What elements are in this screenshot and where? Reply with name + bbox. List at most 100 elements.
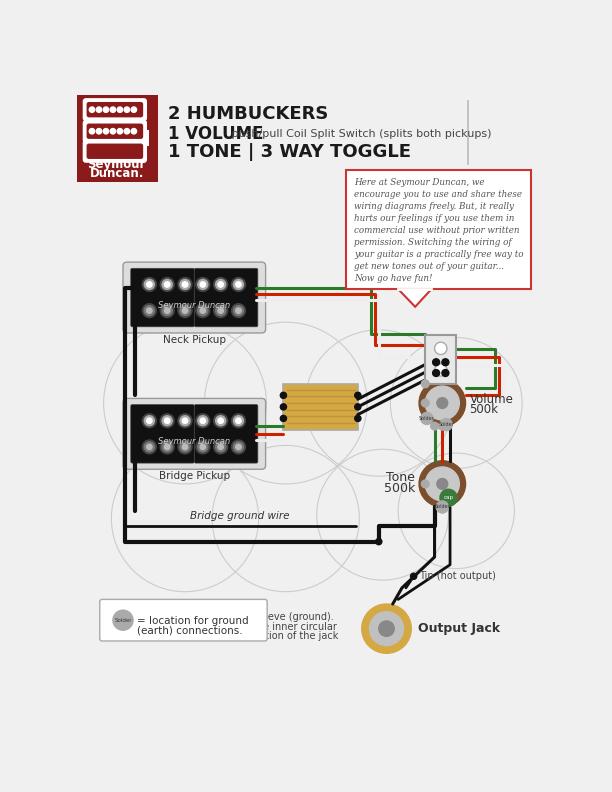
Circle shape bbox=[162, 280, 172, 289]
Circle shape bbox=[425, 386, 460, 420]
Circle shape bbox=[218, 282, 223, 287]
Circle shape bbox=[218, 444, 223, 450]
Circle shape bbox=[200, 418, 206, 424]
FancyBboxPatch shape bbox=[123, 262, 266, 333]
Circle shape bbox=[110, 107, 116, 112]
Circle shape bbox=[422, 399, 429, 407]
Circle shape bbox=[435, 364, 447, 376]
Text: Seymour: Seymour bbox=[88, 158, 146, 171]
Circle shape bbox=[215, 416, 226, 426]
Bar bbox=[283, 384, 358, 430]
Circle shape bbox=[165, 308, 170, 314]
Circle shape bbox=[233, 306, 244, 316]
Circle shape bbox=[113, 610, 133, 630]
Circle shape bbox=[180, 416, 190, 426]
Circle shape bbox=[236, 418, 241, 424]
Text: Seymour Duncan: Seymour Duncan bbox=[159, 301, 230, 310]
Circle shape bbox=[96, 128, 102, 134]
Circle shape bbox=[178, 440, 192, 454]
Circle shape bbox=[280, 415, 286, 421]
Circle shape bbox=[370, 611, 403, 645]
Circle shape bbox=[182, 444, 188, 450]
Circle shape bbox=[440, 489, 457, 506]
Circle shape bbox=[143, 303, 156, 318]
Circle shape bbox=[411, 573, 417, 580]
FancyBboxPatch shape bbox=[131, 405, 194, 463]
Circle shape bbox=[165, 282, 170, 287]
Circle shape bbox=[231, 277, 245, 291]
Circle shape bbox=[355, 415, 361, 421]
Circle shape bbox=[214, 440, 228, 454]
Circle shape bbox=[147, 308, 152, 314]
Circle shape bbox=[147, 444, 152, 450]
Text: 2 HUMBUCKERS: 2 HUMBUCKERS bbox=[168, 105, 328, 124]
Circle shape bbox=[355, 404, 361, 410]
Bar bbox=[138, 131, 149, 146]
Circle shape bbox=[144, 280, 154, 289]
Text: permission. Switching the wiring of: permission. Switching the wiring of bbox=[354, 238, 512, 247]
Circle shape bbox=[144, 306, 154, 316]
Circle shape bbox=[117, 107, 122, 112]
Circle shape bbox=[419, 380, 466, 426]
Text: Bridge ground wire: Bridge ground wire bbox=[190, 511, 289, 521]
Text: encourage you to use and share these: encourage you to use and share these bbox=[354, 190, 522, 199]
Circle shape bbox=[147, 418, 152, 424]
Bar bbox=[76, 95, 158, 182]
Text: Solder: Solder bbox=[438, 422, 454, 427]
Circle shape bbox=[198, 280, 208, 289]
Circle shape bbox=[231, 440, 245, 454]
FancyBboxPatch shape bbox=[86, 124, 143, 139]
FancyBboxPatch shape bbox=[194, 268, 258, 327]
Circle shape bbox=[124, 107, 130, 112]
Circle shape bbox=[144, 442, 154, 452]
Text: portion of the jack: portion of the jack bbox=[249, 631, 338, 641]
Circle shape bbox=[196, 440, 210, 454]
Circle shape bbox=[362, 604, 411, 653]
Circle shape bbox=[198, 416, 208, 426]
Circle shape bbox=[131, 128, 136, 134]
FancyBboxPatch shape bbox=[131, 268, 194, 327]
FancyBboxPatch shape bbox=[86, 102, 143, 117]
Circle shape bbox=[236, 444, 241, 450]
Circle shape bbox=[160, 277, 174, 291]
Circle shape bbox=[162, 416, 172, 426]
Circle shape bbox=[89, 107, 95, 112]
Circle shape bbox=[218, 308, 223, 314]
Circle shape bbox=[376, 539, 382, 545]
Circle shape bbox=[231, 413, 245, 428]
Circle shape bbox=[419, 461, 466, 507]
FancyBboxPatch shape bbox=[100, 600, 267, 641]
Text: Tip (hot output): Tip (hot output) bbox=[419, 571, 496, 581]
Circle shape bbox=[165, 444, 170, 450]
Text: your guitar is a practically free way to: your guitar is a practically free way to bbox=[354, 249, 523, 259]
Circle shape bbox=[196, 277, 210, 291]
Circle shape bbox=[117, 128, 122, 134]
Circle shape bbox=[96, 107, 102, 112]
Circle shape bbox=[437, 398, 448, 409]
Circle shape bbox=[89, 128, 95, 134]
Circle shape bbox=[131, 107, 136, 112]
Circle shape bbox=[180, 442, 190, 452]
Text: hurts our feelings if you use them in: hurts our feelings if you use them in bbox=[354, 214, 514, 223]
Circle shape bbox=[196, 303, 210, 318]
Circle shape bbox=[280, 404, 286, 410]
FancyBboxPatch shape bbox=[83, 98, 147, 121]
Text: 1 TONE | 3 WAY TOGGLE: 1 TONE | 3 WAY TOGGLE bbox=[168, 143, 411, 161]
Circle shape bbox=[215, 306, 226, 316]
Text: Solder: Solder bbox=[435, 505, 450, 509]
Circle shape bbox=[437, 478, 448, 489]
FancyBboxPatch shape bbox=[123, 398, 266, 469]
Circle shape bbox=[147, 282, 152, 287]
Text: Here at Seymour Duncan, we: Here at Seymour Duncan, we bbox=[354, 178, 485, 187]
Circle shape bbox=[178, 277, 192, 291]
Text: 500k: 500k bbox=[469, 402, 498, 416]
Circle shape bbox=[214, 303, 228, 318]
FancyBboxPatch shape bbox=[83, 120, 147, 143]
Circle shape bbox=[124, 128, 130, 134]
Circle shape bbox=[200, 282, 206, 287]
Circle shape bbox=[143, 413, 156, 428]
Circle shape bbox=[198, 306, 208, 316]
Circle shape bbox=[280, 392, 286, 398]
FancyBboxPatch shape bbox=[346, 169, 531, 289]
Text: Seymour Duncan: Seymour Duncan bbox=[159, 437, 230, 446]
